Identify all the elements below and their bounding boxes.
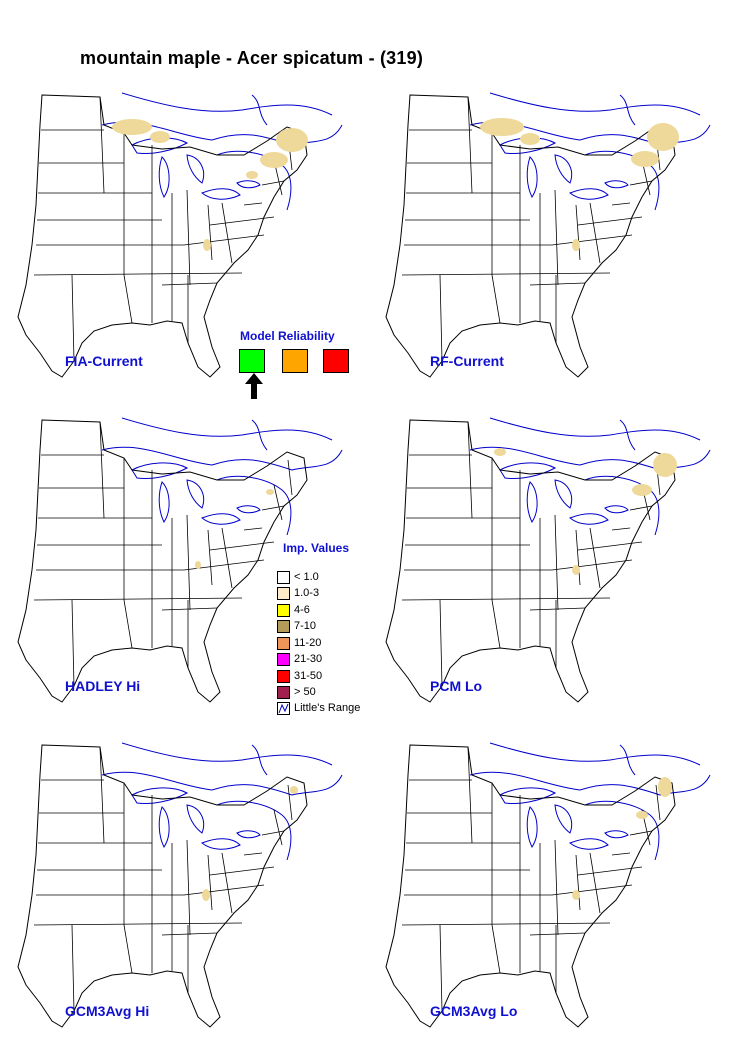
legend-swatch	[277, 685, 290, 699]
legend-item: 1.0-3	[277, 586, 319, 600]
us-map	[17, 742, 343, 1028]
reliability-box-high	[239, 349, 265, 373]
legend-swatch	[277, 586, 290, 600]
legend-item: 7-10	[277, 619, 316, 633]
legend-swatch	[277, 652, 290, 666]
legend-item: Little's Range	[277, 701, 360, 715]
us-map	[385, 742, 711, 1028]
map-label-rf-current: RF-Current	[430, 353, 504, 369]
legend-swatch	[277, 669, 290, 683]
map-gcm3avg-hi	[12, 735, 352, 1035]
legend-item: > 50	[277, 685, 316, 699]
map-label-pcm-lo: PCM Lo	[430, 678, 483, 694]
map-pcm-lo	[380, 410, 720, 710]
map-label-fia-current: FIA-Current	[65, 353, 143, 369]
us-map	[385, 417, 711, 703]
map-label-hadley-hi: HADLEY Hi	[65, 678, 141, 694]
map-hadley-hi	[12, 410, 352, 710]
legend-swatch	[277, 603, 290, 617]
map-gcm3avg-lo	[380, 735, 720, 1035]
reliability-arrow-icon	[245, 373, 263, 399]
map-label-gcm3avg-lo: GCM3Avg Lo	[430, 1003, 518, 1019]
page-title: mountain maple - Acer spicatum - (319)	[80, 48, 424, 68]
us-map	[385, 92, 711, 378]
map-fia-current	[12, 85, 352, 385]
legend-item: 4-6	[277, 603, 310, 617]
legend-swatch	[277, 619, 290, 633]
range-line-icon	[277, 701, 290, 715]
legend-title: Imp. Values	[283, 541, 350, 555]
model-reliability-title: Model Reliability	[240, 329, 335, 343]
map-rf-current	[380, 85, 720, 385]
us-map	[17, 92, 343, 378]
legend-item: 31-50	[277, 669, 322, 683]
legend-swatch	[277, 570, 290, 584]
legend-swatch	[277, 636, 290, 650]
reliability-box-low	[323, 349, 349, 373]
legend-item: 21-30	[277, 652, 322, 666]
map-label-gcm3avg-hi: GCM3Avg Hi	[65, 1003, 150, 1019]
legend-item: < 1.0	[277, 570, 319, 584]
reliability-box-medium	[282, 349, 308, 373]
us-map	[17, 417, 343, 703]
legend-item: 11-20	[277, 636, 321, 650]
